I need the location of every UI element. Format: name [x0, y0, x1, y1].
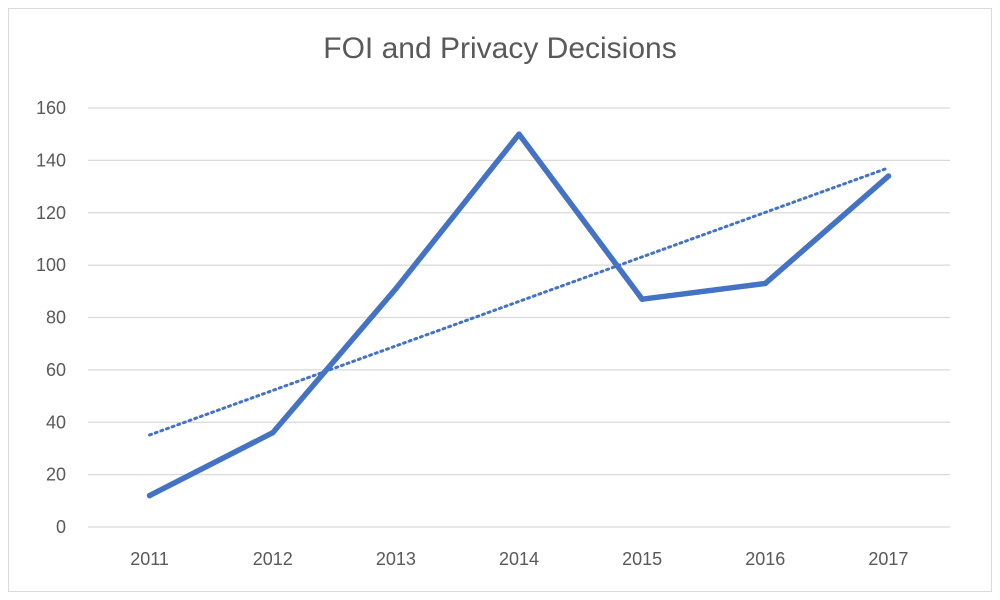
y-axis-ticks: 0 20 40 60 80 100 120 140 160 — [36, 98, 66, 537]
chart-frame — [8, 8, 992, 592]
series-layer — [146, 131, 892, 499]
y-tick-label: 100 — [36, 255, 66, 275]
data-point-2012 — [269, 429, 276, 436]
y-tick-label: 20 — [46, 465, 66, 485]
data-point-2015 — [639, 296, 645, 302]
series-line — [146, 131, 892, 499]
chart-title: FOI and Privacy Decisions — [323, 32, 677, 65]
trendline-layer — [148, 166, 890, 437]
data-point-2017 — [885, 173, 892, 179]
y-tick-label: 0 — [56, 517, 66, 537]
y-tick-label: 140 — [36, 150, 66, 170]
x-tick-label: 2016 — [745, 549, 785, 569]
data-point-2016 — [762, 280, 769, 287]
y-tick-label: 120 — [36, 203, 66, 223]
data-point-2013 — [393, 285, 399, 292]
trendline — [148, 166, 890, 437]
x-tick-label: 2013 — [376, 549, 416, 569]
x-tick-label: 2015 — [622, 549, 662, 569]
x-axis-ticks: 2011 2012 2013 2014 2015 2016 2017 — [130, 549, 908, 569]
y-tick-label: 160 — [36, 98, 66, 118]
gridlines — [88, 107, 950, 528]
x-tick-label: 2011 — [130, 549, 169, 569]
x-tick-label: 2012 — [253, 549, 293, 569]
data-point-2014 — [516, 131, 522, 137]
data-point-2011 — [146, 492, 153, 499]
y-tick-label: 40 — [46, 412, 66, 432]
x-tick-label: 2017 — [868, 549, 908, 569]
y-tick-label: 60 — [46, 360, 66, 380]
y-tick-label: 80 — [46, 308, 66, 328]
x-tick-label: 2014 — [499, 549, 539, 569]
